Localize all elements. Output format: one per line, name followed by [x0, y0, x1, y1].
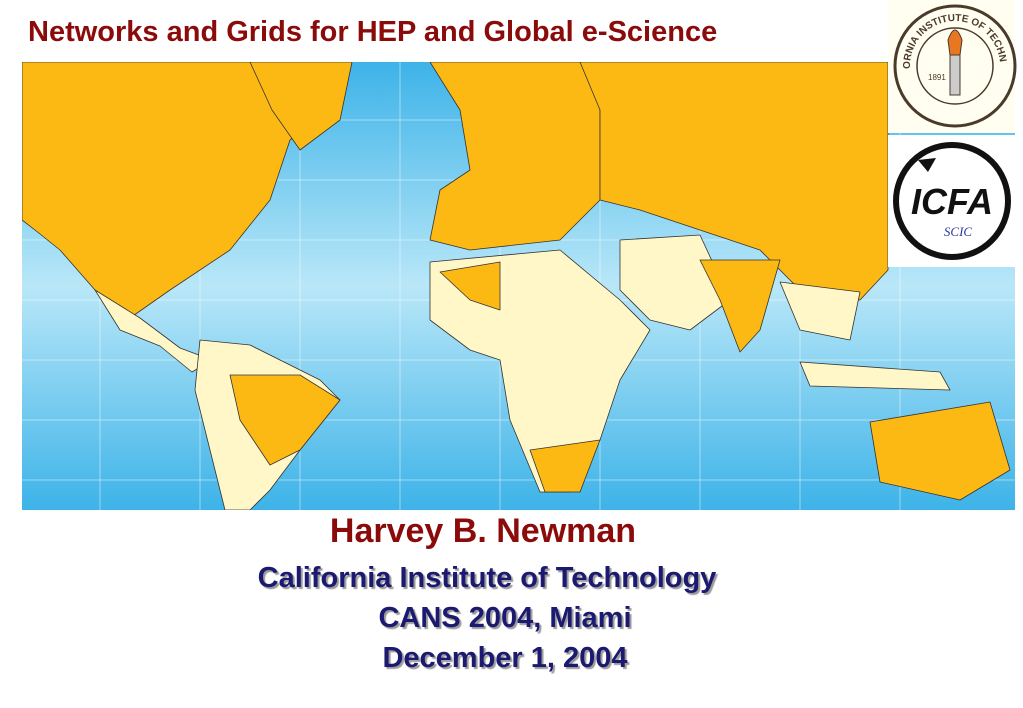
icfa-name: ICFA: [911, 181, 993, 222]
logos: CALIFORNIA INSTITUTE OF TECHNOLOGY 1891 …: [888, 0, 1017, 267]
icfa-ring: [893, 142, 1011, 260]
affiliation: California Institute of Technology: [257, 562, 717, 594]
slide-title: Networks and Grids for HEP and Global e-…: [28, 16, 718, 48]
icfa-sub: SCIC: [944, 224, 973, 239]
caltech-year: 1891: [928, 73, 946, 82]
world-map: [22, 62, 1015, 510]
date: December 1, 2004: [382, 642, 628, 674]
author: Harvey B. Newman: [329, 512, 637, 550]
event: CANS 2004, Miami: [378, 602, 632, 634]
